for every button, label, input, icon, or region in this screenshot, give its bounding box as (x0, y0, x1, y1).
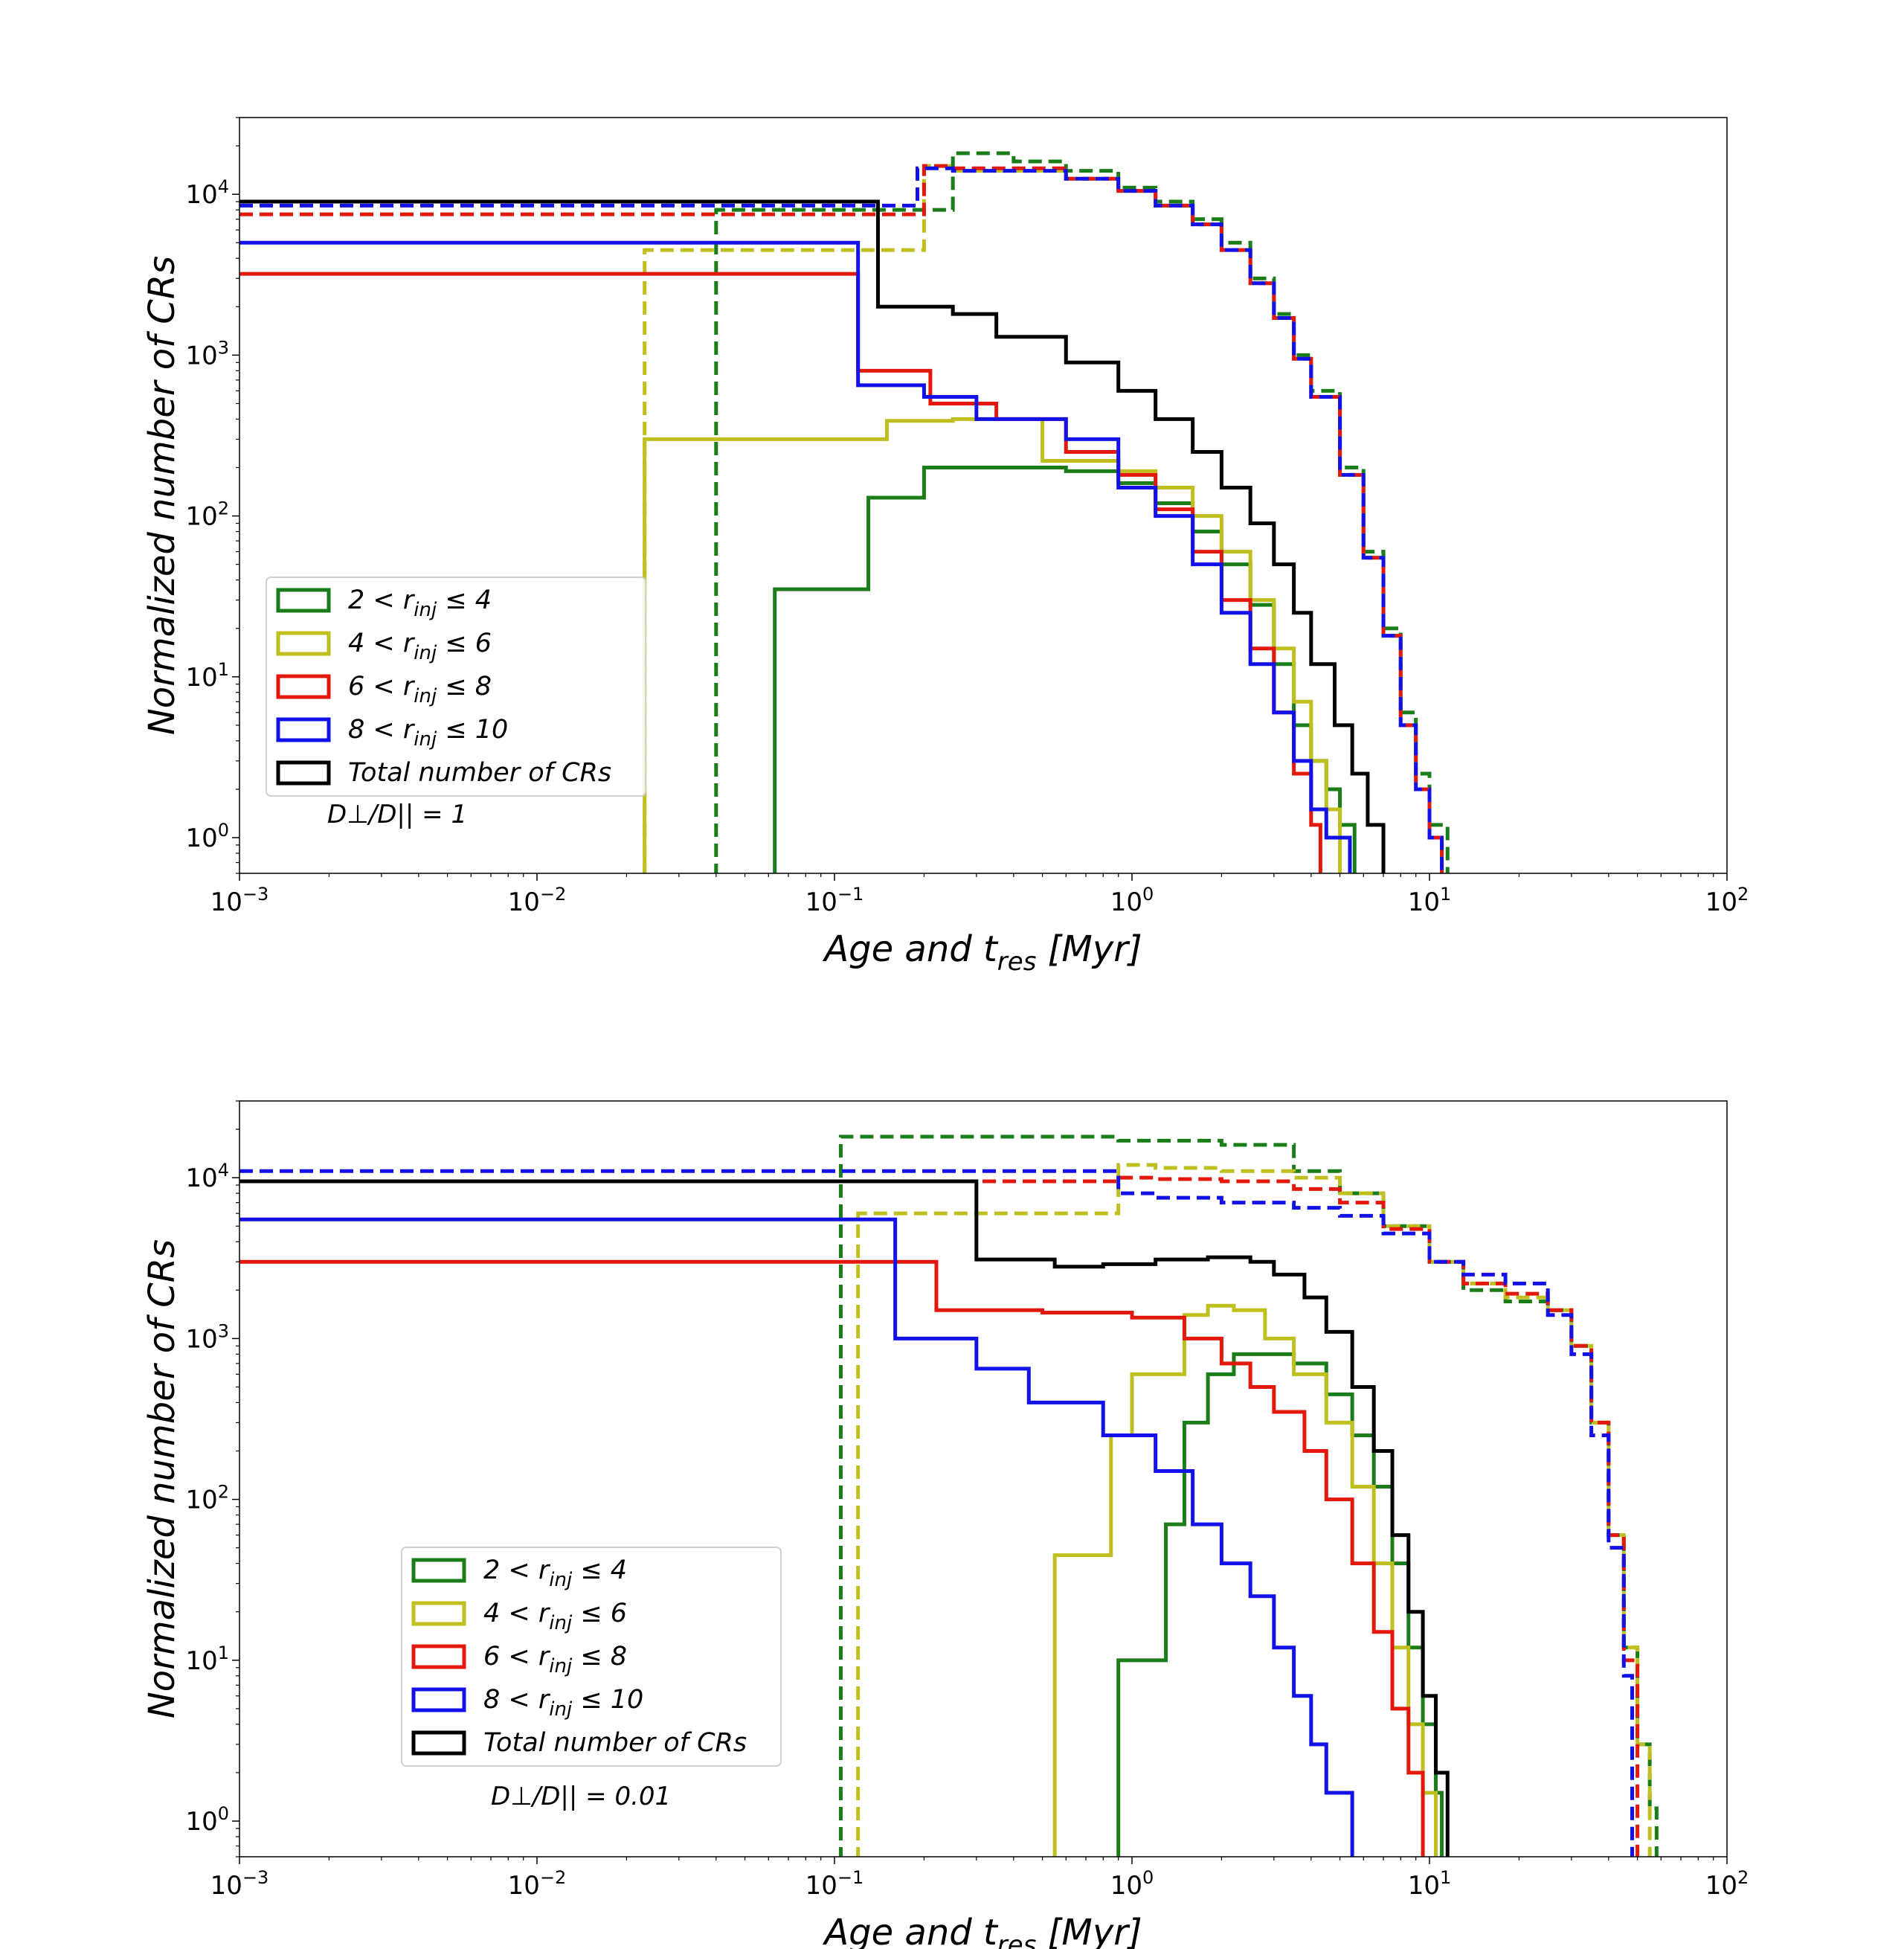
legend-box (266, 577, 646, 797)
diffusion-ratio-annotation: D⊥/D|| = 1 (327, 800, 467, 829)
series-blue-solid-3 (239, 1217, 1354, 1857)
legend: 2 < rinj​ ≤ 4 4 < rinj​ ≤ 6 6 < rinj​ ≤ 8 8… (266, 577, 646, 797)
y-axis-label: Normalized number of CRs (141, 256, 183, 735)
legend: 2 < rinj​ ≤ 4 4 < rinj​ ≤ 6 6 < rinj​ ≤ 8 8… (401, 1547, 782, 1767)
legend-label: 4 < rinj​ ≤ 6 (348, 629, 492, 664)
legend-label: Total number of CRs (348, 758, 611, 788)
y-tick-label: 101 (185, 1643, 229, 1676)
legend-label: 6 < rinj​ ≤ 8 (483, 1642, 627, 1677)
series-black-solid-4 (239, 199, 1386, 873)
legend-swatch-black (276, 760, 331, 786)
x-tick-label: 101 (1408, 1867, 1452, 1901)
legend-swatch-blue (411, 1687, 466, 1712)
series-blue-dashed-8 (239, 1169, 1634, 1857)
legend-swatch-green (411, 1558, 466, 1583)
x-axis-label: Age and tres​ [Myr] (822, 1912, 1142, 1949)
series-red-dashed-7 (239, 164, 1444, 873)
series-black-solid-4 (239, 1179, 1450, 1857)
diffusion-ratio-annotation: D⊥/D|| = 0.01 (491, 1782, 671, 1811)
series-blue-dashed-8 (239, 166, 1444, 873)
legend-swatch-black (411, 1730, 466, 1756)
legend-box (401, 1547, 782, 1767)
y-tick-label: 104 (185, 176, 229, 210)
x-tick-label: 10−1 (805, 884, 864, 917)
series-green-dashed-5 (714, 151, 1450, 873)
plot-frame (239, 1100, 1728, 1858)
plot-frame (239, 117, 1728, 874)
x-tick-label: 101 (1408, 884, 1452, 917)
legend-swatch-red (276, 674, 331, 699)
series-group (239, 151, 1450, 873)
legend-label: Total number of CRs (483, 1728, 747, 1758)
x-axis-label: Age and tres​ [Myr] (822, 928, 1142, 977)
series-yellow-dashed-6 (856, 1163, 1652, 1857)
x-tick-label: 10−3 (210, 884, 269, 917)
y-tick-label: 102 (185, 1482, 229, 1515)
x-tick-label: 100 (1110, 1867, 1154, 1901)
legend-swatch-yellow (276, 631, 331, 656)
series-red-solid-2 (239, 1259, 1425, 1857)
legend-swatch-red (411, 1644, 466, 1669)
legend-label: 6 < rinj​ ≤ 8 (348, 672, 492, 707)
series-green-solid-0 (1116, 1352, 1444, 1857)
series-green-dashed-5 (838, 1134, 1659, 1857)
y-tick-label: 100 (185, 820, 229, 853)
series-yellow-solid-1 (1052, 1303, 1438, 1857)
legend-label: 2 < rinj​ ≤ 4 (483, 1555, 627, 1591)
series-green-solid-0 (773, 466, 1357, 873)
series-yellow-solid-1 (643, 417, 1342, 873)
legend-swatch-green (276, 588, 331, 613)
y-tick-label: 102 (185, 498, 229, 532)
y-tick-label: 101 (185, 659, 229, 693)
y-tick-label: 100 (185, 1803, 229, 1837)
x-tick-label: 10−3 (210, 1867, 269, 1901)
legend-swatch-yellow (411, 1601, 466, 1626)
x-tick-label: 10−1 (805, 1867, 864, 1901)
y-axis-label: Normalized number of CRs (141, 1239, 183, 1718)
legend-label: 4 < rinj​ ≤ 6 (483, 1599, 627, 1634)
x-tick-label: 10−2 (508, 1867, 567, 1901)
x-tick-label: 10−2 (508, 884, 567, 917)
series-group (239, 1134, 1659, 1857)
x-tick-label: 100 (1110, 884, 1154, 917)
y-tick-label: 104 (185, 1160, 229, 1193)
legend-swatch-blue (276, 717, 331, 742)
x-tick-label: 102 (1705, 884, 1749, 917)
y-tick-label: 103 (185, 337, 229, 370)
legend-label: 8 < rinj​ ≤ 10 (348, 715, 508, 751)
x-tick-label: 102 (1705, 1867, 1749, 1901)
legend-label: 8 < rinj​ ≤ 10 (483, 1685, 643, 1721)
y-tick-label: 103 (185, 1320, 229, 1354)
chart-panel-2: 10−3 10−2 10−1 100 101 102 100 101 102 103 104 Age … (141, 1100, 1749, 1949)
series-blue-solid-3 (239, 240, 1352, 873)
legend-label: 2 < rinj​ ≤ 4 (348, 585, 492, 621)
chart-panel-1: 10−3 10−2 10−1 100 101 102 100 101 102 103 104 Age … (141, 117, 1749, 977)
